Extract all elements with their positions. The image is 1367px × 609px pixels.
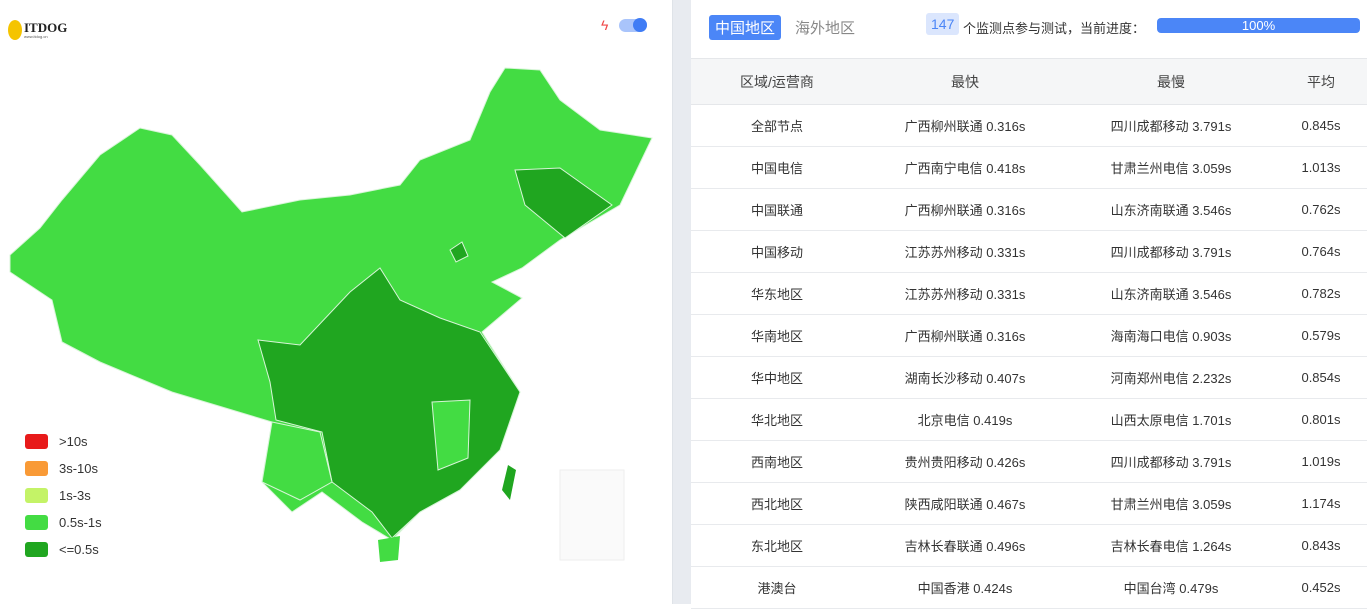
header-fastest: 最快 xyxy=(863,58,1067,105)
cell-fastest: 中国香港 0.424s xyxy=(863,566,1067,609)
table-row: 华北地区 北京电信 0.419s 山西太原电信 1.701s 0.801s xyxy=(691,398,1367,441)
cell-fastest: 广西柳州联通 0.316s xyxy=(863,188,1067,231)
cell-average: 0.452s xyxy=(1275,566,1367,609)
lightning-icon: ϟ xyxy=(601,17,609,33)
cell-average: 1.019s xyxy=(1275,440,1367,483)
cell-fastest: 吉林长春联通 0.496s xyxy=(863,524,1067,567)
cell-slowest: 海南海口电信 0.903s xyxy=(1067,314,1275,357)
tab-china[interactable]: 中国地区 xyxy=(709,15,782,40)
cell-region: 全部节点 xyxy=(691,104,863,147)
cell-region: 东北地区 xyxy=(691,524,863,567)
cell-region: 中国联通 xyxy=(691,188,863,231)
cell-slowest: 山东济南联通 3.546s xyxy=(1067,188,1275,231)
cell-slowest: 山东济南联通 3.546s xyxy=(1067,272,1275,315)
cell-slowest: 河南郑州电信 2.232s xyxy=(1067,356,1275,399)
table-row: 西南地区 贵州贵阳移动 0.426s 四川成都移动 3.791s 1.019s xyxy=(691,440,1367,483)
table-row: 华中地区 湖南长沙移动 0.407s 河南郑州电信 2.232s 0.854s xyxy=(691,356,1367,399)
cell-slowest: 甘肃兰州电信 3.059s xyxy=(1067,482,1275,525)
cell-average: 0.764s xyxy=(1275,230,1367,273)
legend-item[interactable]: 0.5s-1s xyxy=(25,509,102,536)
cell-fastest: 广西柳州联通 0.316s xyxy=(863,314,1067,357)
cell-fastest: 广西柳州联通 0.316s xyxy=(863,104,1067,147)
south-sea-inset xyxy=(559,469,625,561)
cell-fastest: 贵州贵阳移动 0.426s xyxy=(863,440,1067,483)
map-region-beijing[interactable] xyxy=(449,241,469,263)
logo-sub: www.itdog.cn xyxy=(24,34,48,39)
cell-average: 0.762s xyxy=(1275,188,1367,231)
cell-region: 华北地区 xyxy=(691,398,863,441)
itdog-logo: ITDOG www.itdog.cn xyxy=(8,20,67,40)
table-row: 华东地区 江苏苏州移动 0.331s 山东济南联通 3.546s 0.782s xyxy=(691,272,1367,315)
cell-average: 0.843s xyxy=(1275,524,1367,567)
header-region: 区域/运营商 xyxy=(691,58,863,105)
legend: >10s 3s-10s 1s-3s 0.5s-1s <=0.5s xyxy=(25,428,102,563)
table-row: 西北地区 陕西咸阳联通 0.467s 甘肃兰州电信 3.059s 1.174s xyxy=(691,482,1367,525)
cell-fastest: 江苏苏州移动 0.331s xyxy=(863,230,1067,273)
cell-region: 西南地区 xyxy=(691,440,863,483)
table-row: 华南地区 广西柳州联通 0.316s 海南海口电信 0.903s 0.579s xyxy=(691,314,1367,357)
legend-item[interactable]: 1s-3s xyxy=(25,482,102,509)
cell-slowest: 中国台湾 0.479s xyxy=(1067,566,1275,609)
node-count-badge: 147 xyxy=(926,13,960,35)
cell-fastest: 江苏苏州移动 0.331s xyxy=(863,272,1067,315)
cell-region: 华东地区 xyxy=(691,272,863,315)
cell-fastest: 湖南长沙移动 0.407s xyxy=(863,356,1067,399)
panel-divider[interactable] xyxy=(672,0,691,604)
cell-slowest: 吉林长春电信 1.264s xyxy=(1067,524,1275,567)
results-table: 区域/运营商 最快 最慢 平均 全部节点 广西柳州联通 0.316s 四川成都移动 … xyxy=(691,58,1367,609)
cell-fastest: 陕西咸阳联通 0.467s xyxy=(863,482,1067,525)
cell-slowest: 四川成都移动 3.791s xyxy=(1067,440,1275,483)
header-average: 平均 xyxy=(1275,58,1367,105)
cell-slowest: 甘肃兰州电信 3.059s xyxy=(1067,146,1275,189)
cell-slowest: 四川成都移动 3.791s xyxy=(1067,104,1275,147)
map-region-jiangxi[interactable] xyxy=(431,399,471,471)
progress-bar: 100% xyxy=(1157,18,1360,33)
map-region-dark-northeast[interactable] xyxy=(514,167,613,239)
map-region-hainan[interactable] xyxy=(378,536,400,562)
table-row: 中国联通 广西柳州联通 0.316s 山东济南联通 3.546s 0.762s xyxy=(691,188,1367,231)
china-map xyxy=(9,67,653,562)
cell-average: 0.801s xyxy=(1275,398,1367,441)
table-row: 中国移动 江苏苏州移动 0.331s 四川成都移动 3.791s 0.764s xyxy=(691,230,1367,273)
cell-region: 港澳台 xyxy=(691,566,863,609)
cell-fastest: 广西南宁电信 0.418s xyxy=(863,146,1067,189)
table-row: 东北地区 吉林长春联通 0.496s 吉林长春电信 1.264s 0.843s xyxy=(691,524,1367,567)
cell-region: 华中地区 xyxy=(691,356,863,399)
table-row: 中国电信 广西南宁电信 0.418s 甘肃兰州电信 3.059s 1.013s xyxy=(691,146,1367,189)
cell-average: 0.579s xyxy=(1275,314,1367,357)
results-panel: 中国地区 海外地区 147 个监测点参与测试，当前进度： 100% 区域/运营商… xyxy=(691,0,1367,609)
cell-region: 西北地区 xyxy=(691,482,863,525)
cell-slowest: 山西太原电信 1.701s xyxy=(1067,398,1275,441)
legend-item[interactable]: 3s-10s xyxy=(25,455,102,482)
cell-average: 0.845s xyxy=(1275,104,1367,147)
cell-region: 华南地区 xyxy=(691,314,863,357)
logo-text: ITDOG xyxy=(24,20,68,35)
tab-overseas[interactable]: 海外地区 xyxy=(795,20,856,37)
cell-fastest: 北京电信 0.419s xyxy=(863,398,1067,441)
map-region-yunnan[interactable] xyxy=(261,421,333,501)
table-row: 全部节点 广西柳州联通 0.316s 四川成都移动 3.791s 0.845s xyxy=(691,104,1367,147)
dog-icon xyxy=(8,20,22,40)
legend-item[interactable]: <=0.5s xyxy=(25,536,102,563)
cell-region: 中国移动 xyxy=(691,230,863,273)
header-slowest: 最慢 xyxy=(1067,58,1275,105)
cell-region: 中国电信 xyxy=(691,146,863,189)
map-region-taiwan[interactable] xyxy=(502,465,516,500)
table-row: 港澳台 中国香港 0.424s 中国台湾 0.479s 0.452s xyxy=(691,566,1367,609)
cell-average: 0.854s xyxy=(1275,356,1367,399)
cell-slowest: 四川成都移动 3.791s xyxy=(1067,230,1275,273)
map-region-dark[interactable] xyxy=(257,267,521,539)
map-panel: ITDOG www.itdog.cn ϟ >10s 3s-10s 1s-3s 0.… xyxy=(0,0,672,604)
status-text: 个监测点参与测试，当前进度： xyxy=(963,21,1146,36)
toggle-switch[interactable] xyxy=(619,18,647,32)
cell-average: 1.013s xyxy=(1275,146,1367,189)
cell-average: 0.782s xyxy=(1275,272,1367,315)
cell-average: 1.174s xyxy=(1275,482,1367,525)
legend-item[interactable]: >10s xyxy=(25,428,102,455)
